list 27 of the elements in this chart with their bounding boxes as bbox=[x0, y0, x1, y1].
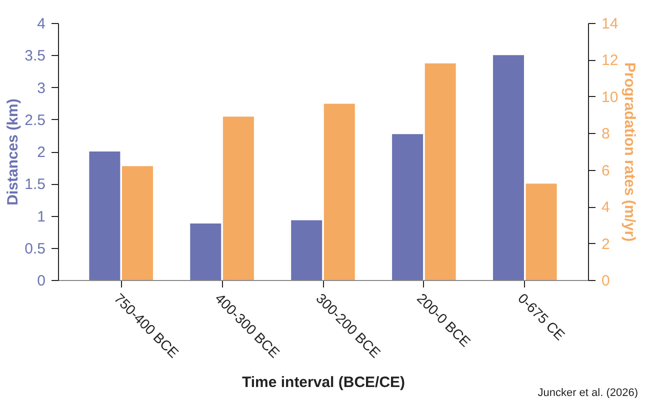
text: Juncker et al. (2026) bbox=[538, 387, 638, 399]
bar bbox=[222, 116, 254, 280]
y2-tick-label: 8 bbox=[602, 126, 610, 143]
y-axis-title: Distances (km) bbox=[4, 98, 22, 206]
bar bbox=[526, 184, 557, 280]
bar bbox=[89, 152, 120, 280]
x-axis-title: Time interval (BCE/CE) bbox=[242, 374, 406, 391]
bar bbox=[122, 166, 153, 280]
y-tick-label: 0 bbox=[37, 272, 46, 290]
y2-tick-label: 12 bbox=[602, 52, 618, 70]
y2-tick-label: 0 bbox=[602, 272, 610, 290]
y2-tick-label: 6 bbox=[602, 162, 610, 180]
y-tick-label: 1.5 bbox=[24, 176, 46, 194]
y2-tick-label: 4 bbox=[602, 199, 610, 216]
y-tick-label: 1 bbox=[37, 208, 46, 226]
y-tick-label: 2 bbox=[37, 144, 46, 161]
y2-tick-label: 14 bbox=[602, 16, 618, 32]
y2-tick-label: 10 bbox=[602, 88, 618, 106]
y2-tick-label: 2 bbox=[602, 236, 610, 253]
y2-axis-title: Progradation rates (m/yr) bbox=[621, 62, 638, 242]
bar bbox=[493, 55, 524, 280]
y-tick-label: 2.5 bbox=[24, 112, 46, 129]
y-tick-label: 4 bbox=[37, 16, 46, 32]
y-tick-label: 0.5 bbox=[24, 240, 46, 258]
y-tick-label: 3 bbox=[37, 80, 46, 97]
bar bbox=[324, 104, 355, 280]
y-tick-label: 3.5 bbox=[24, 48, 46, 65]
